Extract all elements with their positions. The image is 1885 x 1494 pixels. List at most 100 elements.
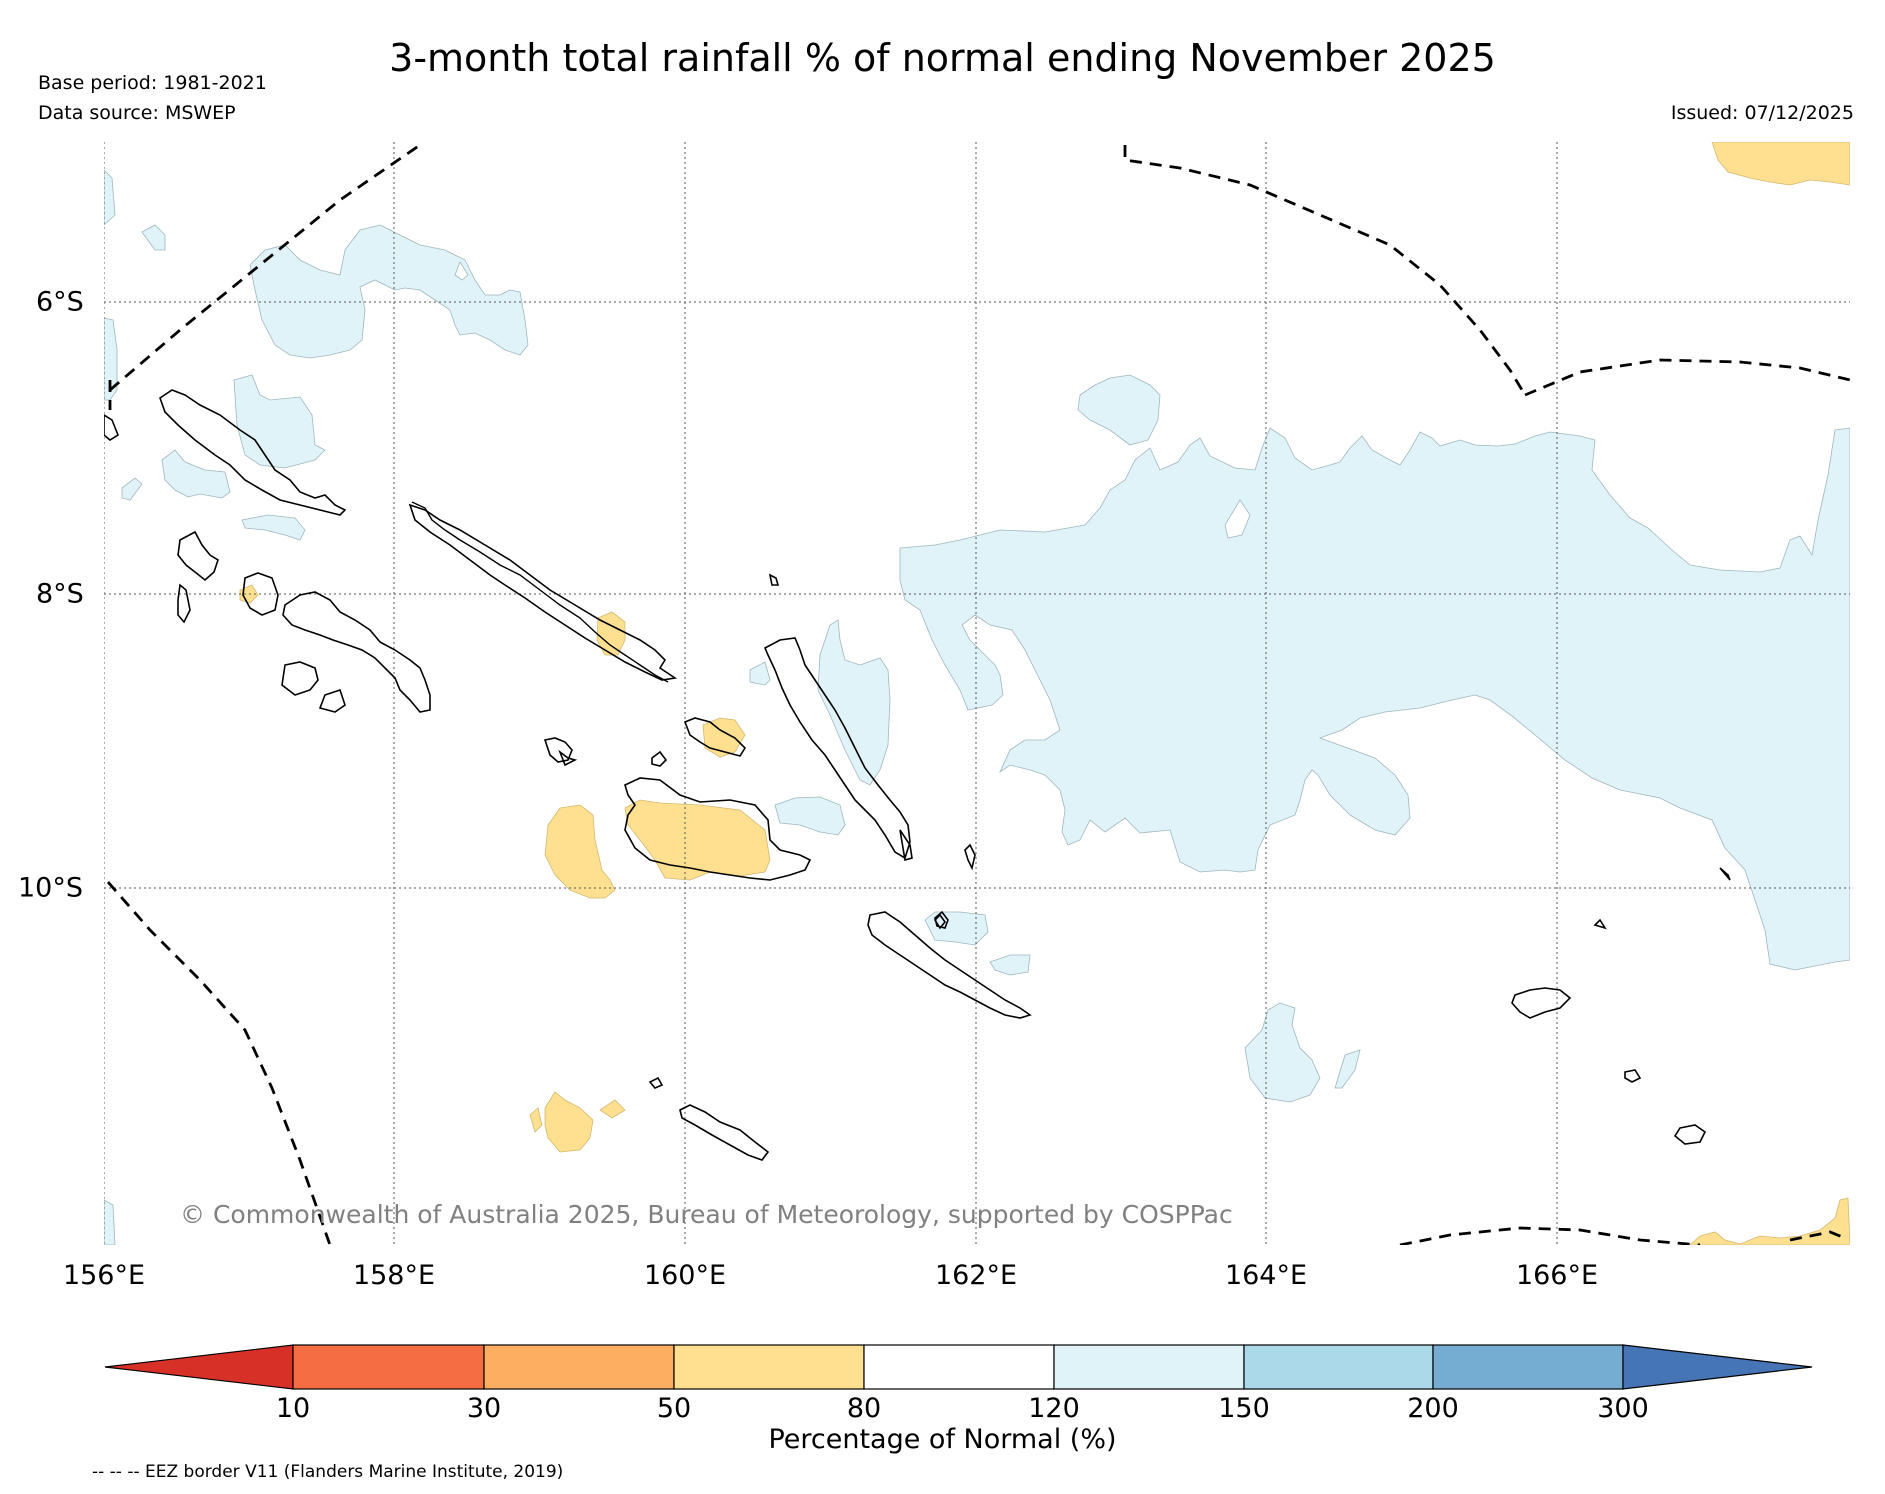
- island-rennell: [679, 1104, 770, 1161]
- eez-border-nw: [109, 143, 421, 392]
- eez-border-ne-arc: [1123, 145, 1527, 396]
- island-nggela: [683, 717, 747, 757]
- island-bougainville: [159, 389, 347, 516]
- issued-date: Issued: 07/12/2025: [1670, 102, 1854, 124]
- colorbar-tick-80: 80: [846, 1393, 882, 1424]
- rain-region-south-central: [774, 796, 846, 836]
- rain-region-nw-large: [249, 224, 529, 359]
- base-period: Base period: 1981-2021: [38, 72, 267, 94]
- island-small-2: [558, 749, 578, 767]
- island-rendova: [281, 661, 319, 696]
- rain-region-south-east: [1244, 1002, 1321, 1103]
- island-malaita: [763, 637, 911, 860]
- lat-label-10s: 10°S: [18, 872, 83, 904]
- rain-region-central: [817, 619, 891, 786]
- colorbar-segment-6: [1243, 1344, 1434, 1390]
- rain-region-east-islet: [1224, 499, 1251, 539]
- island-ulawa: [934, 910, 949, 929]
- island-bellona: [648, 1076, 664, 1089]
- graticule: [104, 142, 1850, 1245]
- lon-label-160: 160°E: [643, 1260, 727, 1291]
- island-small-3: [964, 843, 976, 871]
- lon-label-158: 158°E: [352, 1260, 436, 1291]
- above-normal-regions: [104, 169, 1850, 1245]
- eez-border-se-arc: [1399, 1226, 1701, 1245]
- island-kolombangara: [242, 572, 279, 616]
- lat-label-6s: 6°S: [36, 286, 84, 318]
- island-russell: [543, 737, 573, 763]
- lon-label-162: 162°E: [934, 1260, 1018, 1291]
- colorbar-tick-50: 50: [656, 1393, 692, 1424]
- island-ranongga: [177, 583, 191, 624]
- map-title: 3-month total rainfall % of normal endin…: [389, 36, 1496, 80]
- island-santa-isabel: [411, 501, 669, 683]
- island-choiseul: [408, 503, 678, 681]
- rain-region-nw-hole: [454, 261, 469, 281]
- colorbar-segment-5: [1053, 1344, 1245, 1390]
- island-malaita-south: [899, 829, 913, 862]
- island-new-georgia: [282, 591, 431, 713]
- island-utupua: [1624, 1069, 1642, 1083]
- dry-region-rennell-3: [599, 1099, 626, 1119]
- lon-label-166: 166°E: [1515, 1260, 1599, 1291]
- colorbar-tick-300: 300: [1597, 1393, 1649, 1424]
- island-vanikoro: [1673, 1124, 1707, 1145]
- dry-region-guadalcanal-west: [544, 804, 616, 899]
- dry-region-southeast: [1689, 1197, 1850, 1245]
- colorbar-tick-30: 30: [466, 1393, 502, 1424]
- colorbar-tick-120: 120: [1028, 1393, 1080, 1424]
- dry-region-rennell-2: [529, 1107, 543, 1133]
- dry-region-northeast: [1711, 142, 1850, 186]
- eez-border-ne-arc2: [1524, 358, 1850, 397]
- rain-region-northeast: [1077, 374, 1161, 446]
- data-source: Data source: MSWEP: [38, 102, 236, 124]
- rain-region-southwest-edge: [104, 1199, 116, 1245]
- dry-region-rennell: [544, 1091, 594, 1153]
- rain-region-nw-small: [141, 224, 166, 251]
- island-santa-cruz: [1511, 987, 1572, 1019]
- rain-region-central-2: [749, 661, 771, 686]
- coastlines: [104, 389, 1731, 1161]
- colorbar-segment-8: [1622, 1344, 1813, 1390]
- eez-border-se-corner: [1789, 1230, 1846, 1242]
- eez-legend-note: -- -- -- EEZ border V11 (Flanders Marine…: [92, 1462, 564, 1482]
- island-vangunu: [318, 688, 346, 713]
- colorbar-segment-7: [1432, 1344, 1624, 1390]
- colorbar-tick-10: 10: [275, 1393, 311, 1424]
- rain-region-south-makira: [924, 911, 989, 946]
- island-small-1: [1719, 867, 1731, 881]
- colorbar-segment-1: [292, 1344, 485, 1390]
- colorbar-segment-2: [483, 1344, 675, 1390]
- lon-label-156: 156°E: [62, 1260, 146, 1291]
- island-small-5: [933, 913, 947, 930]
- island-buka: [104, 414, 119, 441]
- colorbar-tick-150: 150: [1218, 1393, 1270, 1424]
- eez-borders: [106, 143, 1850, 1245]
- rain-region-west-edge: [104, 317, 118, 401]
- rain-region-west-4: [121, 477, 143, 501]
- rain-region-west-2: [233, 374, 326, 469]
- rain-region-west-5: [241, 514, 306, 541]
- island-savo: [651, 750, 668, 767]
- island-makira: [867, 911, 1032, 1019]
- copyright-notice: © Commonwealth of Australia 2025, Bureau…: [180, 1200, 1233, 1229]
- colorbar: [104, 1344, 1813, 1390]
- island-vella-lavella: [177, 530, 219, 582]
- island-guadalcanal: [624, 777, 812, 881]
- below-normal-regions: [239, 142, 1850, 1245]
- colorbar-segment-4: [863, 1344, 1055, 1390]
- rain-region-west-3: [161, 449, 231, 499]
- rain-region-nw-west: [104, 169, 116, 226]
- lon-label-164: 164°E: [1224, 1260, 1308, 1291]
- lat-label-8s: 8°S: [36, 578, 84, 610]
- eez-border-sw: [106, 881, 332, 1245]
- island-duff: [1593, 918, 1607, 930]
- rain-region-south-makira-2: [989, 954, 1031, 976]
- dry-region-guadalcanal: [624, 799, 771, 881]
- colorbar-segment-0: [104, 1344, 294, 1390]
- island-small-4: [768, 573, 780, 586]
- colorbar-tick-200: 200: [1407, 1393, 1459, 1424]
- map-area: [104, 142, 1850, 1245]
- colorbar-label: Percentage of Normal (%): [768, 1424, 1117, 1455]
